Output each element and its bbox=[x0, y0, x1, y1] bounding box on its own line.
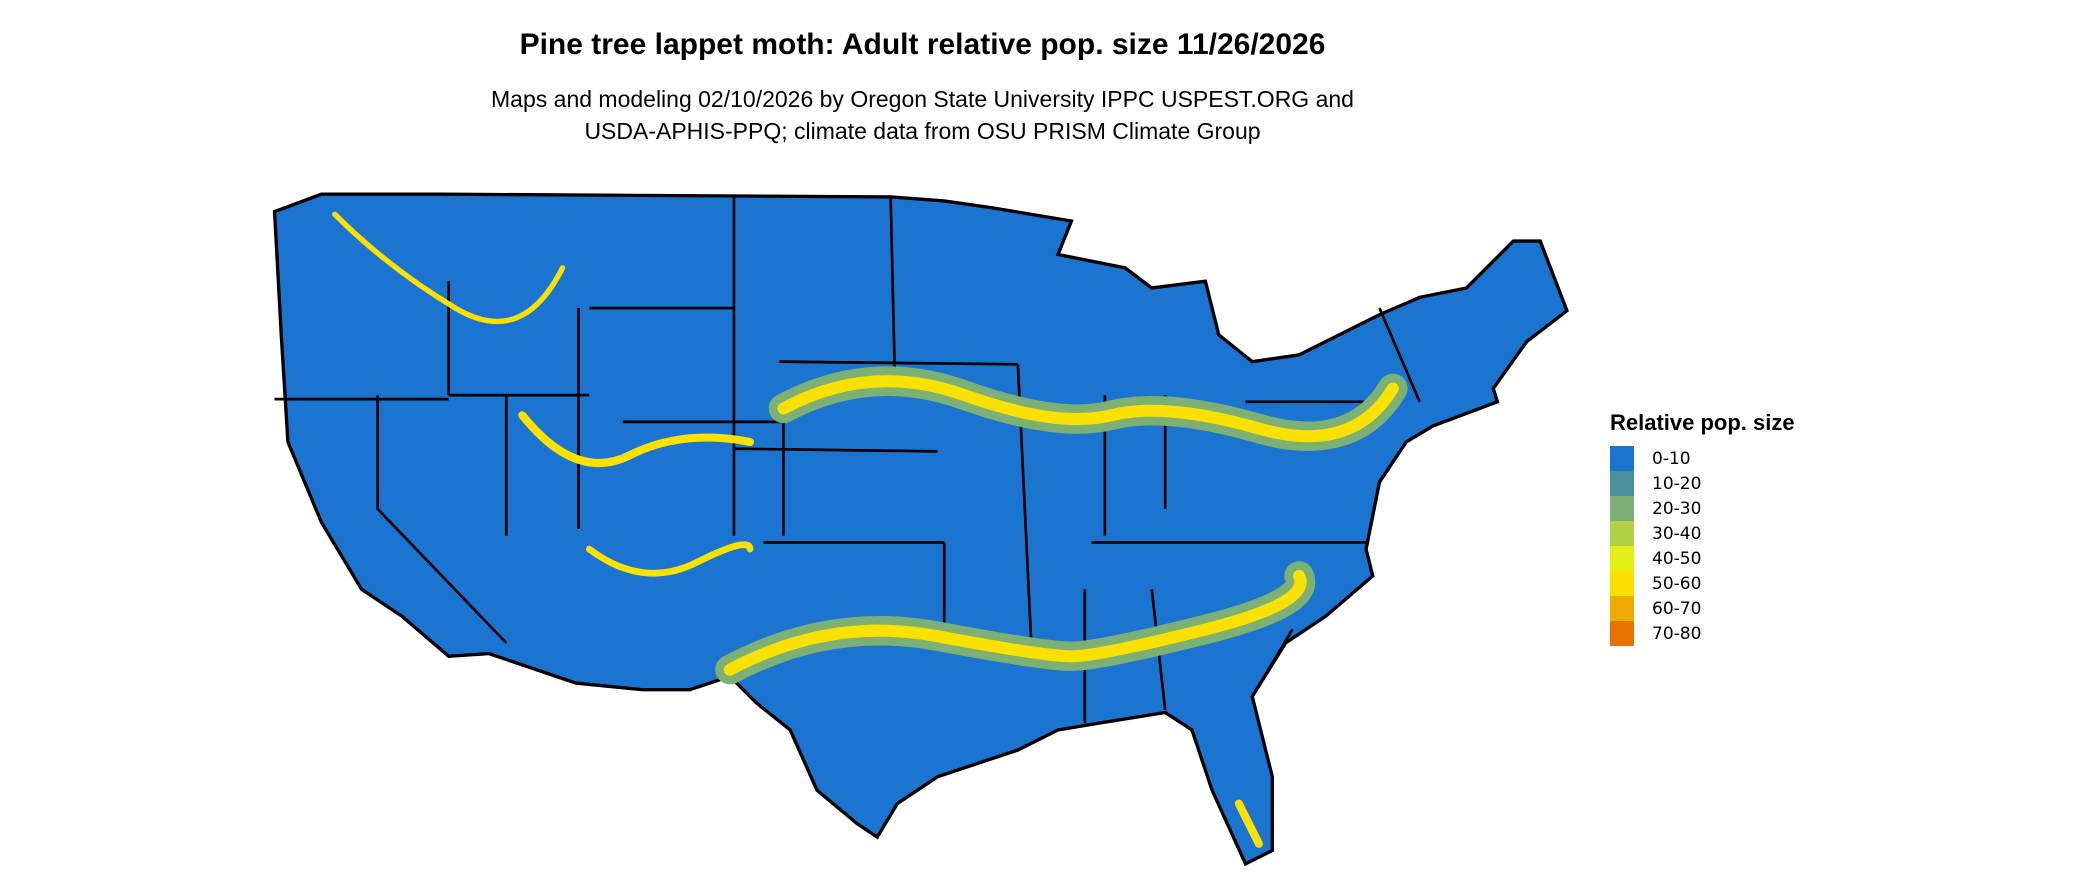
band-florida bbox=[1234, 799, 1263, 848]
legend-swatch bbox=[1610, 471, 1634, 496]
legend-label: 60-70 bbox=[1652, 598, 1702, 619]
map-subtitle-line-2: USDA-APHIS-PPQ; climate data from OSU PR… bbox=[584, 118, 1261, 144]
legend-label: 20-30 bbox=[1652, 498, 1702, 519]
legend-item: 10-20 bbox=[1610, 471, 1795, 496]
conus-outline bbox=[272, 192, 1569, 867]
legend-item: 60-70 bbox=[1610, 596, 1795, 621]
band-southern-core bbox=[723, 569, 1307, 676]
legend-label: 10-20 bbox=[1652, 473, 1702, 494]
band-northwest bbox=[332, 211, 566, 325]
legend-swatch bbox=[1610, 521, 1634, 546]
legend-item: 70-80 bbox=[1610, 621, 1795, 646]
legend-title: Relative pop. size bbox=[1610, 410, 1795, 435]
map-title: Pine tree lappet moth: Adult relative po… bbox=[519, 28, 1326, 61]
suitability-bands bbox=[332, 211, 1408, 848]
legend-label: 30-40 bbox=[1652, 523, 1702, 544]
legend-swatch bbox=[1610, 596, 1634, 621]
legend: Relative pop. size 0-10 10-20 20-30 30-40 40… bbox=[1610, 410, 1795, 646]
legend-swatch bbox=[1610, 446, 1634, 471]
map-subtitle-line-1: Maps and modeling 02/10/2026 by Oregon S… bbox=[491, 86, 1354, 112]
legend-item: 20-30 bbox=[1610, 496, 1795, 521]
legend-item: 0-10 bbox=[1610, 446, 1795, 471]
legend-label: 70-80 bbox=[1652, 623, 1702, 644]
band-west bbox=[518, 411, 755, 467]
legend-item: 30-40 bbox=[1610, 521, 1795, 546]
legend-label: 40-50 bbox=[1652, 548, 1702, 569]
legend-swatch bbox=[1610, 571, 1634, 596]
legend-swatch bbox=[1610, 496, 1634, 521]
legend-item: 50-60 bbox=[1610, 571, 1795, 596]
legend-label: 50-60 bbox=[1652, 573, 1702, 594]
legend-swatch bbox=[1610, 546, 1634, 571]
band-central-core bbox=[777, 375, 1399, 443]
band-southwest bbox=[585, 541, 754, 577]
legend-label: 0-10 bbox=[1652, 448, 1691, 469]
legend-swatch bbox=[1610, 621, 1634, 646]
legend-item: 40-50 bbox=[1610, 546, 1795, 571]
